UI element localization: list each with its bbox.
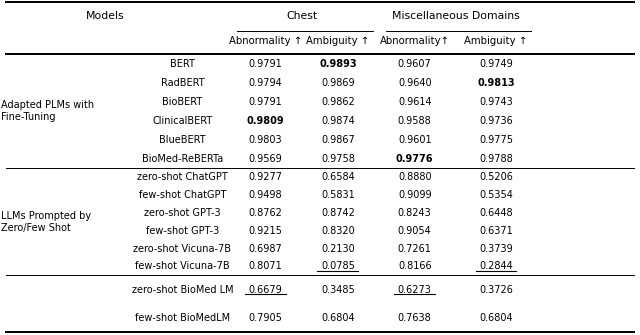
Text: 0.8243: 0.8243 bbox=[398, 208, 431, 218]
Text: Ambiguity ↑: Ambiguity ↑ bbox=[464, 36, 528, 46]
Text: 0.9893: 0.9893 bbox=[319, 59, 356, 69]
Text: 0.8320: 0.8320 bbox=[321, 226, 355, 236]
Text: ClinicalBERT: ClinicalBERT bbox=[152, 116, 212, 126]
Text: few-shot BioMedLM: few-shot BioMedLM bbox=[135, 313, 230, 323]
Text: 0.6371: 0.6371 bbox=[479, 226, 513, 236]
Text: 0.5831: 0.5831 bbox=[321, 190, 355, 200]
Text: 0.9867: 0.9867 bbox=[321, 135, 355, 145]
Text: 0.3739: 0.3739 bbox=[479, 244, 513, 254]
Text: zero-shot Vicuna-7B: zero-shot Vicuna-7B bbox=[133, 244, 232, 254]
Text: 0.6987: 0.6987 bbox=[249, 244, 282, 254]
Text: LLMs Prompted by
Zero/Few Shot: LLMs Prompted by Zero/Few Shot bbox=[1, 211, 92, 232]
Text: 0.9277: 0.9277 bbox=[248, 172, 283, 182]
Text: few-shot GPT-3: few-shot GPT-3 bbox=[146, 226, 219, 236]
Text: 0.9601: 0.9601 bbox=[398, 135, 431, 145]
Text: 0.6273: 0.6273 bbox=[398, 285, 431, 294]
Text: 0.9791: 0.9791 bbox=[249, 97, 282, 107]
Text: BioMed-ReBERTa: BioMed-ReBERTa bbox=[142, 154, 223, 164]
Text: 0.8166: 0.8166 bbox=[398, 261, 431, 271]
Text: 0.9614: 0.9614 bbox=[398, 97, 431, 107]
Text: 0.7638: 0.7638 bbox=[398, 313, 431, 323]
Text: 0.7261: 0.7261 bbox=[398, 244, 431, 254]
Text: 0.9215: 0.9215 bbox=[249, 226, 282, 236]
Text: 0.6584: 0.6584 bbox=[321, 172, 355, 182]
Text: 0.6679: 0.6679 bbox=[249, 285, 282, 294]
Text: Ambiguity ↑: Ambiguity ↑ bbox=[306, 36, 370, 46]
Text: Adapted PLMs with
Fine-Tuning: Adapted PLMs with Fine-Tuning bbox=[1, 100, 95, 122]
Text: 0.9794: 0.9794 bbox=[249, 78, 282, 88]
Text: Abnormality ↑: Abnormality ↑ bbox=[229, 36, 302, 46]
Text: BioBERT: BioBERT bbox=[163, 97, 202, 107]
Text: 0.5354: 0.5354 bbox=[479, 190, 513, 200]
Text: 0.9874: 0.9874 bbox=[321, 116, 355, 126]
Text: 0.3485: 0.3485 bbox=[321, 285, 355, 294]
Text: 0.9749: 0.9749 bbox=[479, 59, 513, 69]
Text: 0.2844: 0.2844 bbox=[479, 261, 513, 271]
Text: 0.9054: 0.9054 bbox=[398, 226, 431, 236]
Text: 0.9640: 0.9640 bbox=[398, 78, 431, 88]
Text: 0.0785: 0.0785 bbox=[321, 261, 355, 271]
Text: BERT: BERT bbox=[170, 59, 195, 69]
Text: 0.8071: 0.8071 bbox=[249, 261, 282, 271]
Text: 0.9607: 0.9607 bbox=[398, 59, 431, 69]
Text: 0.6804: 0.6804 bbox=[479, 313, 513, 323]
Text: 0.9776: 0.9776 bbox=[396, 154, 433, 164]
Text: few-shot Vicuna-7B: few-shot Vicuna-7B bbox=[135, 261, 230, 271]
Text: 0.8762: 0.8762 bbox=[249, 208, 282, 218]
Text: 0.9803: 0.9803 bbox=[249, 135, 282, 145]
Text: zero-shot GPT-3: zero-shot GPT-3 bbox=[144, 208, 221, 218]
Text: 0.9099: 0.9099 bbox=[398, 190, 431, 200]
Text: 0.6448: 0.6448 bbox=[479, 208, 513, 218]
Text: Chest: Chest bbox=[286, 11, 317, 21]
Text: BlueBERT: BlueBERT bbox=[159, 135, 205, 145]
Text: 0.9775: 0.9775 bbox=[479, 135, 513, 145]
Text: RadBERT: RadBERT bbox=[161, 78, 204, 88]
Text: 0.9788: 0.9788 bbox=[479, 154, 513, 164]
Text: 0.9758: 0.9758 bbox=[321, 154, 355, 164]
Text: 0.9498: 0.9498 bbox=[249, 190, 282, 200]
Text: 0.9736: 0.9736 bbox=[479, 116, 513, 126]
Text: 0.9791: 0.9791 bbox=[249, 59, 282, 69]
Text: 0.5206: 0.5206 bbox=[479, 172, 513, 182]
Text: 0.9809: 0.9809 bbox=[247, 116, 284, 126]
Text: 0.9869: 0.9869 bbox=[321, 78, 355, 88]
Text: Abnormality↑: Abnormality↑ bbox=[380, 36, 450, 46]
Text: 0.8880: 0.8880 bbox=[398, 172, 431, 182]
Text: 0.7905: 0.7905 bbox=[249, 313, 282, 323]
Text: 0.9743: 0.9743 bbox=[479, 97, 513, 107]
Text: 0.9862: 0.9862 bbox=[321, 97, 355, 107]
Text: Miscellaneous Domains: Miscellaneous Domains bbox=[392, 11, 520, 21]
Text: zero-shot ChatGPT: zero-shot ChatGPT bbox=[137, 172, 228, 182]
Text: 0.8742: 0.8742 bbox=[321, 208, 355, 218]
Text: 0.9569: 0.9569 bbox=[249, 154, 282, 164]
Text: Models: Models bbox=[86, 11, 125, 21]
Text: 0.6804: 0.6804 bbox=[321, 313, 355, 323]
Text: 0.2130: 0.2130 bbox=[321, 244, 355, 254]
Text: zero-shot BioMed LM: zero-shot BioMed LM bbox=[132, 285, 233, 294]
Text: 0.3726: 0.3726 bbox=[479, 285, 513, 294]
Text: 0.9588: 0.9588 bbox=[398, 116, 431, 126]
Text: 0.9813: 0.9813 bbox=[477, 78, 515, 88]
Text: few-shot ChatGPT: few-shot ChatGPT bbox=[139, 190, 226, 200]
